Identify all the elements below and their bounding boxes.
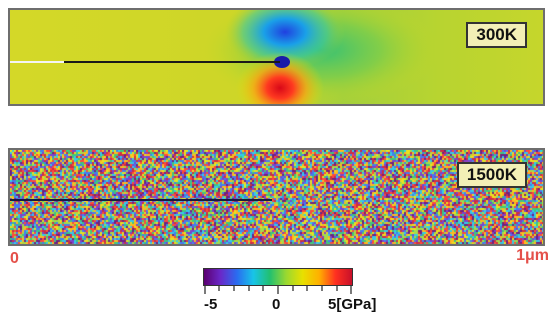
temperature-label-300k: 300K — [466, 22, 527, 48]
temperature-label-1500k: 1500K — [456, 162, 527, 188]
stress-map-1500k: 1500K — [8, 148, 545, 246]
stress-colorbar — [203, 268, 353, 286]
stress-field-300k — [10, 10, 543, 104]
compressive-lobe — [225, 10, 345, 70]
stress-field-1500k — [10, 150, 543, 244]
colorbar-min-label: -5 — [204, 296, 218, 313]
colorbar-ticks — [204, 286, 352, 294]
position-end-label: 1μm — [516, 247, 549, 264]
position-start-label: 0 — [10, 250, 19, 267]
colorbar-mid-label: 0 — [272, 296, 281, 313]
tensile-lobe — [236, 52, 324, 104]
crack-overlay-1500k — [10, 199, 272, 201]
crack-tip — [274, 56, 290, 68]
stress-map-300k: 300K — [8, 8, 545, 106]
colorbar-max-label: 5[GPa] — [328, 296, 377, 313]
